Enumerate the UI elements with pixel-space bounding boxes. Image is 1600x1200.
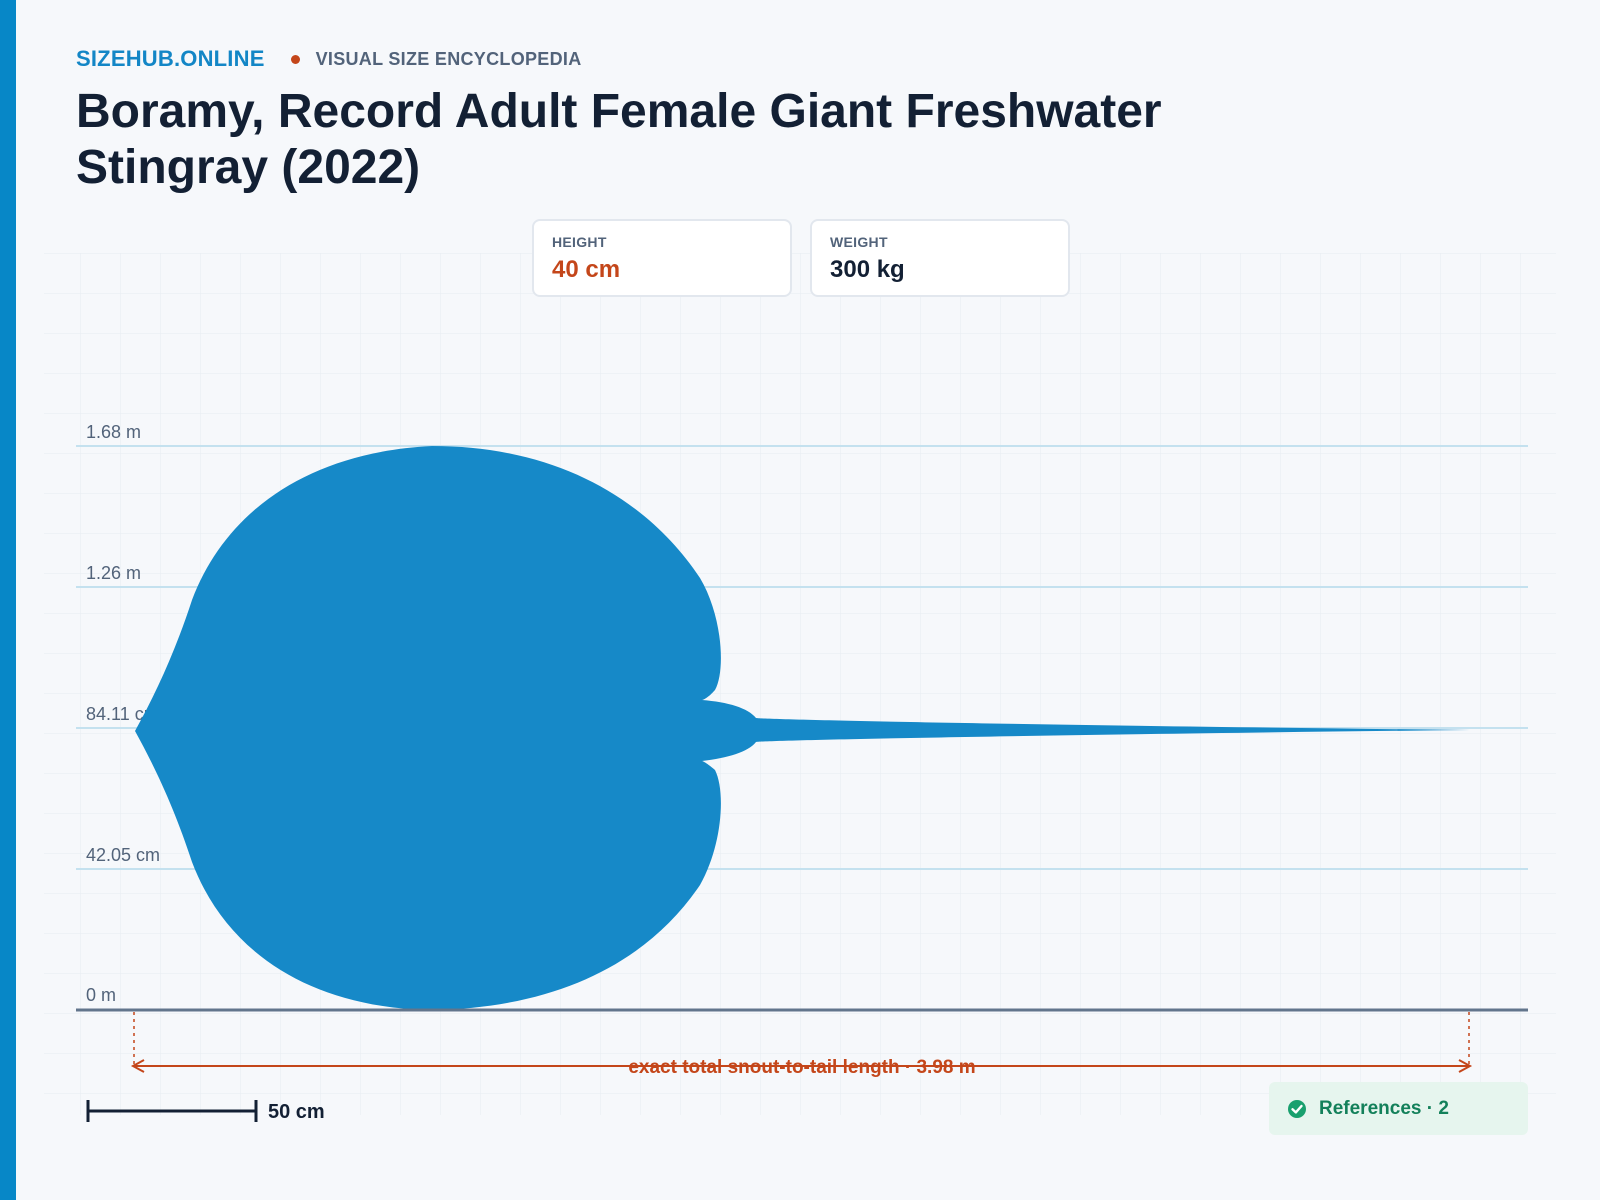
scale-bar: 50 cm <box>86 1100 325 1123</box>
height-label: HEIGHT <box>552 234 607 250</box>
page-title: Boramy, Record Adult Female Giant Freshw… <box>76 85 1162 194</box>
weight-value: 300 kg <box>830 256 905 283</box>
arrow-right-icon <box>1458 1059 1473 1073</box>
references-label: References · 2 <box>1319 1097 1449 1119</box>
stats-cards: HEIGHT 40 cm WEIGHT 300 kg <box>532 219 1070 297</box>
scale-line-label: 1.26 m <box>86 563 141 583</box>
site-brand[interactable]: SIZEHUB.ONLINE <box>76 46 265 71</box>
weight-card: WEIGHT 300 kg <box>810 219 1070 297</box>
length-annotation: exact total snout-to-tail length · 3.98 … <box>628 1057 975 1078</box>
separator-dot <box>290 54 300 64</box>
references-button[interactable]: References · 2 <box>1269 1082 1528 1135</box>
stingray-silhouette <box>135 446 1470 1010</box>
left-accent-bar <box>0 0 16 1200</box>
scale-bar-label: 50 cm <box>268 1101 325 1123</box>
height-value: 40 cm <box>552 256 621 283</box>
site-tagline: VISUAL SIZE ENCYCLOPEDIA <box>315 48 582 69</box>
scale-line-label: 0 m <box>86 985 116 1005</box>
scale-line-label: 1.68 m <box>86 422 141 442</box>
scale-line-label: 84.11 cm <box>86 704 159 724</box>
check-circle-icon <box>1288 1099 1306 1118</box>
length-dimension: exact total snout-to-tail length · 3.98 … <box>130 1012 1473 1078</box>
arrow-left-icon <box>130 1059 145 1073</box>
weight-label: WEIGHT <box>830 234 888 250</box>
brand-row: SIZEHUB.ONLINE VISUAL SIZE ENCYCLOPEDIA <box>76 46 582 72</box>
scale-line-label: 42.05 cm <box>86 845 160 865</box>
height-card: HEIGHT 40 cm <box>532 219 792 297</box>
